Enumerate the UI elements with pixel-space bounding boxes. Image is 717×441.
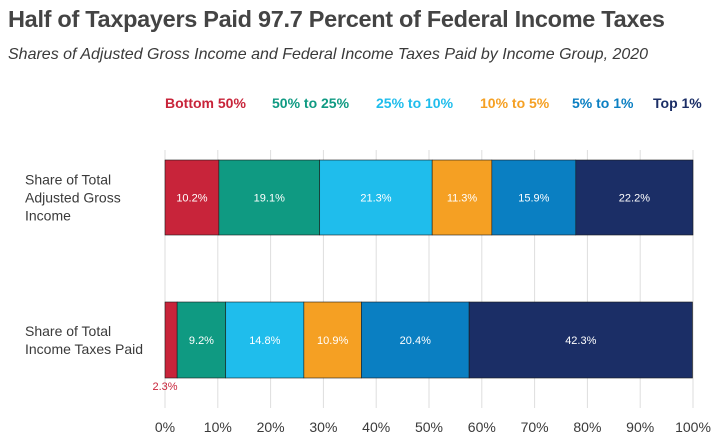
data-label: 42.3% (565, 335, 596, 347)
x-tick-label: 40% (362, 419, 390, 435)
x-tick-label: 90% (626, 419, 654, 435)
data-label: 15.9% (518, 193, 549, 205)
bar-segment (176, 301, 227, 379)
data-label: 22.2% (619, 193, 650, 205)
category-label: Share of Total Adjusted Gross Income (25, 172, 121, 224)
bar-segment (575, 159, 694, 236)
category-label: Share of Total Income Taxes Paid (25, 323, 143, 357)
bar-segment (491, 159, 577, 236)
bar-segment (218, 159, 321, 236)
bar-segment (431, 159, 493, 236)
x-tick-label: 20% (257, 419, 285, 435)
x-tick-label: 60% (468, 419, 496, 435)
x-tick-label: 0% (155, 419, 175, 435)
data-label: 20.4% (400, 335, 431, 347)
x-tick-label: 50% (415, 419, 443, 435)
bar-segment (361, 301, 470, 379)
x-tick-label: 10% (204, 419, 232, 435)
data-label: 11.3% (447, 193, 478, 205)
data-label: 2.3% (152, 381, 177, 393)
data-label: 9.2% (189, 335, 214, 347)
data-label: 19.1% (254, 193, 285, 205)
x-tick-label: 70% (521, 419, 549, 435)
x-tick-label: 80% (573, 419, 601, 435)
chart-title: Half of Taxpayers Paid 97.7 Percent of F… (8, 6, 665, 32)
bar-segment (164, 301, 178, 379)
legend-item: 5% to 1% (572, 95, 634, 111)
x-tick-label: 100% (675, 419, 711, 435)
x-tick-label: 30% (309, 419, 337, 435)
bar-segment (468, 301, 693, 379)
data-label: 10.9% (317, 335, 348, 347)
legend-item: Bottom 50% (165, 95, 246, 111)
bar-segment (303, 301, 362, 379)
data-label: 21.3% (360, 193, 391, 205)
bar-segment (319, 159, 433, 236)
data-label: 10.2% (176, 193, 207, 205)
data-label: 14.8% (249, 335, 280, 347)
bar-segment (164, 159, 220, 236)
bar-segment (225, 301, 305, 379)
legend-item: 25% to 10% (376, 95, 454, 111)
chart-subtitle: Shares of Adjusted Gross Income and Fede… (8, 46, 649, 63)
legend-item: Top 1% (653, 95, 702, 111)
legend-item: 50% to 25% (272, 95, 350, 111)
legend-item: 10% to 5% (480, 95, 550, 111)
